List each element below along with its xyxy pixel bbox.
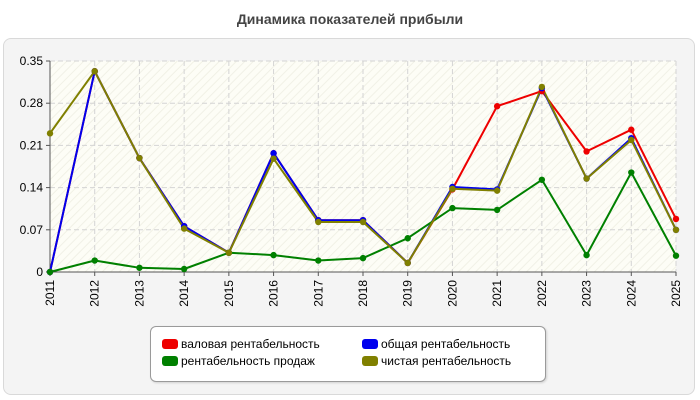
y-tick-label: 0.28: [20, 96, 44, 110]
legend-label-gross: валовая рентабельность: [181, 337, 320, 351]
x-tick-label: 2015: [222, 280, 236, 307]
legend-swatch-total: [362, 339, 378, 349]
data-point-s2: [628, 169, 635, 176]
data-point-s3: [180, 225, 188, 232]
y-tick-label: 0.21: [20, 138, 44, 152]
data-point-s2: [136, 264, 143, 271]
legend-label-sales: рентабельность продаж: [181, 354, 315, 368]
data-point-s2: [583, 251, 590, 259]
data-point-s2: [404, 235, 411, 242]
data-point-s1: [270, 150, 277, 157]
data-point-s3: [628, 136, 635, 144]
legend-item-gross: валовая рентабельность: [162, 337, 320, 351]
data-point-s0: [672, 215, 680, 223]
x-tick-label: 2025: [669, 280, 683, 307]
x-tick-label: 2014: [177, 280, 191, 307]
x-tick-label: 2017: [311, 280, 325, 307]
x-tick-label: 2018: [356, 280, 370, 307]
y-tick-label: 0: [36, 265, 43, 279]
data-point-s2: [359, 254, 367, 262]
data-point-s0: [628, 126, 635, 133]
data-point-s3: [404, 259, 411, 267]
data-point-s2: [538, 176, 546, 183]
data-point-s3: [270, 155, 277, 162]
x-tick-label: 2020: [445, 280, 459, 307]
data-point-s2: [449, 204, 456, 212]
legend-item-net: чистая рентабельность: [362, 354, 511, 368]
legend-label-net: чистая рентабельность: [381, 354, 512, 368]
legend-swatch-sales: [162, 356, 178, 366]
data-point-s2: [315, 257, 322, 264]
chart-title: Динамика показателей прибыли: [236, 11, 464, 27]
legend-item-total: общая рентабельность: [362, 337, 510, 351]
data-point-s3: [91, 68, 98, 75]
x-tick-label: 2012: [88, 280, 102, 307]
data-point-s3: [449, 185, 456, 193]
legend-swatch-net: [362, 356, 378, 366]
chart-legend: валовая рентабельность общая рентабельно…: [150, 326, 546, 382]
x-tick-label: 2023: [580, 280, 594, 307]
x-tick-label: 2021: [490, 280, 504, 307]
data-point-s3: [136, 154, 143, 162]
x-tick-label: 2024: [624, 280, 638, 307]
data-point-s3: [225, 249, 233, 256]
data-point-s0: [583, 148, 590, 155]
data-point-s2: [493, 206, 501, 214]
data-point-s3: [315, 218, 322, 226]
data-point-s3: [46, 130, 54, 137]
legend-swatch-gross: [162, 339, 178, 349]
x-tick-label: 2019: [401, 280, 415, 307]
y-tick-label: 0.07: [20, 223, 44, 237]
data-point-s2: [46, 268, 54, 276]
data-point-s2: [91, 257, 98, 264]
y-tick-label: 0.35: [20, 54, 44, 68]
data-point-s3: [583, 175, 590, 182]
data-point-s0: [493, 103, 501, 110]
x-tick-label: 2013: [132, 280, 146, 307]
data-point-s3: [493, 187, 501, 194]
data-point-s3: [672, 226, 680, 233]
legend-item-sales: рентабельность продаж: [162, 354, 315, 368]
data-point-s3: [538, 83, 546, 91]
data-point-s3: [359, 218, 367, 226]
x-tick-label: 2022: [535, 280, 549, 307]
data-point-s2: [270, 251, 277, 259]
y-tick-label: 0.14: [20, 181, 44, 195]
legend-label-total: общая рентабельность: [381, 337, 511, 351]
data-point-s2: [672, 252, 680, 259]
x-tick-label: 2016: [267, 280, 281, 307]
x-tick-label: 2011: [43, 280, 57, 306]
data-point-s2: [180, 265, 188, 273]
